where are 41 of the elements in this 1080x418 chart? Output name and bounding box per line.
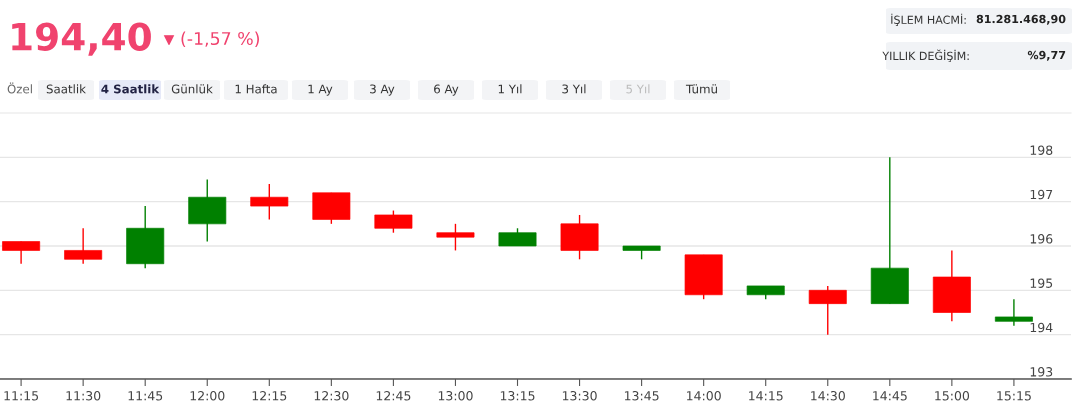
text: 6 Ay [434,84,459,96]
text: 5 Yıl [626,84,650,94]
text: Günlük [171,84,213,94]
x-tick-label: 15:15 [997,391,1031,401]
y-tick-label: 198 [1030,145,1053,155]
x-tick-label: 14:30 [811,391,845,401]
y-tick-label: 194 [1030,322,1053,333]
text: 81.281.468,90 [976,14,1066,25]
x-tick-label: 12:00 [190,391,225,401]
text: Saatlik [46,84,86,94]
text: %9,77 [1027,50,1066,61]
x-tick-label: 12:15 [252,391,287,401]
x-tick-label: 12:30 [314,391,349,401]
x-tick-label: 13:45 [624,391,659,401]
chart-subtitle: (-1,57 %) [181,31,259,48]
y-tick-label: 195 [1030,278,1053,288]
x-tick-label: 14:15 [749,391,783,401]
x-tick-label: 13:00 [438,391,473,401]
text: 3 Yıl [562,84,586,94]
y-tick-label: 197 [1030,189,1053,200]
text: 3 Ay [370,84,395,96]
text: 4 Saatlik [101,84,160,94]
text: 1 Hafta [235,84,277,94]
x-tick-label: 11:45 [128,391,163,401]
chart-title: 194,40 [12,22,151,56]
text: Özel [7,82,32,94]
x-tick-label: 13:15 [500,391,535,401]
x-tick-label: 14:00 [687,391,721,401]
x-tick-label: 14:45 [873,391,907,401]
text: 1 Yıl [498,84,522,94]
y-tick-label: 196 [1030,234,1053,244]
x-tick-label: 12:45 [376,391,411,401]
text: YILLIK DEĞİŞİM: [882,49,969,63]
x-tick-label: 15:00 [935,391,970,401]
y-tick-label: 193 [1030,367,1053,377]
x-tick-label: 11:30 [66,391,101,401]
text: İŞLEM HACMİ: [891,13,966,26]
x-tick-label: 13:30 [562,391,597,401]
x-tick-label: 11:15 [4,391,39,401]
text: Tümü [685,84,717,94]
text: 1 Ay [308,84,333,96]
